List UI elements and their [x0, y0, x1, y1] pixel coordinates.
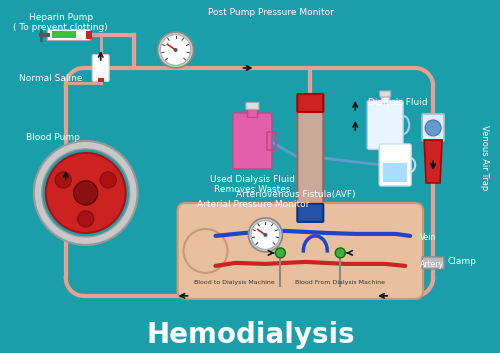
Circle shape [276, 248, 285, 258]
FancyBboxPatch shape [248, 107, 258, 117]
FancyBboxPatch shape [246, 102, 259, 109]
FancyBboxPatch shape [178, 203, 423, 299]
FancyBboxPatch shape [380, 91, 390, 97]
Circle shape [251, 221, 280, 249]
Circle shape [425, 120, 441, 136]
Text: Post Pump Pressure Monitor: Post Pump Pressure Monitor [208, 8, 334, 18]
Circle shape [74, 181, 98, 205]
FancyBboxPatch shape [48, 30, 90, 41]
FancyBboxPatch shape [298, 204, 324, 222]
Circle shape [42, 149, 130, 237]
Text: Blood Pump: Blood Pump [26, 133, 80, 143]
Text: Arterial Pressure Monitor: Arterial Pressure Monitor [196, 201, 309, 209]
Text: Blood to Dialysis Machine: Blood to Dialysis Machine [194, 280, 275, 285]
Circle shape [78, 211, 94, 227]
Circle shape [46, 153, 126, 233]
Circle shape [174, 48, 178, 52]
FancyBboxPatch shape [367, 101, 403, 149]
FancyBboxPatch shape [52, 31, 76, 38]
Text: Dialysis Fluid: Dialysis Fluid [368, 98, 428, 107]
Text: Normal Saline: Normal Saline [19, 74, 82, 83]
Circle shape [100, 172, 116, 188]
FancyBboxPatch shape [233, 113, 272, 169]
Circle shape [56, 172, 71, 188]
Text: Arteriovenous Fistula(AVF): Arteriovenous Fistula(AVF) [236, 190, 355, 199]
FancyBboxPatch shape [422, 114, 444, 141]
FancyBboxPatch shape [298, 94, 324, 112]
FancyBboxPatch shape [383, 163, 407, 182]
Text: Blood From Dialysis Machine: Blood From Dialysis Machine [296, 280, 386, 285]
FancyBboxPatch shape [381, 95, 389, 103]
FancyBboxPatch shape [86, 31, 91, 39]
Text: Vein: Vein [420, 233, 436, 243]
FancyBboxPatch shape [298, 101, 324, 215]
Text: Used Dialysis Fluid
Removes Wastes: Used Dialysis Fluid Removes Wastes [210, 175, 295, 195]
Circle shape [264, 233, 268, 237]
FancyBboxPatch shape [379, 144, 411, 186]
Circle shape [248, 218, 282, 252]
Polygon shape [424, 140, 442, 183]
Circle shape [34, 141, 138, 245]
Circle shape [158, 32, 194, 68]
Text: Clamp: Clamp [447, 257, 476, 267]
Text: Venous Air Trap: Venous Air Trap [480, 125, 489, 191]
FancyBboxPatch shape [92, 54, 109, 82]
Circle shape [160, 35, 191, 65]
Text: Hemodialysis: Hemodialysis [146, 321, 355, 349]
Text: Artery: Artery [420, 261, 444, 269]
Circle shape [336, 248, 345, 258]
Text: Heparin Pump
( To prevent clotting): Heparin Pump ( To prevent clotting) [14, 13, 108, 32]
FancyBboxPatch shape [98, 78, 103, 82]
FancyBboxPatch shape [422, 257, 444, 269]
Circle shape [184, 229, 228, 273]
